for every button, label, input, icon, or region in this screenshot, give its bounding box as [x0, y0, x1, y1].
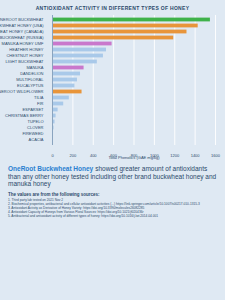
svg-text:CLOVER: CLOVER — [27, 125, 44, 130]
svg-text:FIR: FIR — [37, 101, 44, 106]
svg-text:EUCALYPTUS: EUCALYPTUS — [17, 83, 44, 88]
svg-text:1200: 1200 — [170, 153, 180, 158]
svg-text:CHRISTMAS BERRY: CHRISTMAS BERRY — [5, 113, 44, 118]
svg-text:1400: 1400 — [191, 153, 201, 158]
svg-text:HEATHER HONEY: HEATHER HONEY — [9, 47, 43, 52]
svg-text:1600: 1600 — [211, 153, 221, 158]
html-text:ANTIOXIDANT ACTIVITY IN DIFFER: ANTIOXIDANT ACTIVITY IN DIFFERENT TYPES … — [35, 5, 190, 11]
svg-text:200: 200 — [70, 153, 77, 158]
svg-text:0: 0 — [51, 153, 54, 158]
svg-text:TILIA: TILIA — [34, 95, 44, 100]
svg-text:400: 400 — [90, 153, 97, 158]
svg-text:CHESTNUT HONEY: CHESTNUT HONEY — [6, 53, 43, 58]
svg-text:TUPELO: TUPELO — [27, 119, 43, 124]
html-text:1. Third party lab tested on 2: 1. Third party lab tested on 2021 Nov 2 — [8, 197, 64, 202]
html-text:3. Antioxidant Activity as Der: 3. Antioxidant Activity as Derivative of… — [8, 205, 145, 210]
svg-text:FIREWEED: FIREWEED — [22, 131, 43, 136]
svg-text:DANDELION: DANDELION — [20, 71, 43, 76]
svg-text:ACACIA: ACACIA — [29, 137, 44, 142]
svg-text:BUCKWHEAT HONEY (USA): BUCKWHEAT HONEY (USA) — [0, 23, 44, 28]
svg-text:MANUKA HONEY UMF: MANUKA HONEY UMF — [2, 41, 44, 46]
html-text:5. Antibacterial and antioxida: 5. Antibacterial and antioxidant activit… — [8, 214, 158, 219]
svg-text:ESPARSET: ESPARSET — [22, 107, 44, 112]
html-text:The values are from the follow: The values are from the following source… — [8, 191, 100, 197]
svg-text:Total Phenolics (GAE mg/kg): Total Phenolics (GAE mg/kg) — [108, 155, 160, 160]
html-text:4. Antioxidant Capacity of Hon: 4. Antioxidant Capacity of Honeys from V… — [8, 210, 144, 215]
svg-text:BUCKWHEAT (RUSSIA): BUCKWHEAT (RUSSIA) — [0, 35, 44, 40]
svg-text:MULTIFLORAL: MULTIFLORAL — [16, 77, 44, 82]
svg-text:BUCKWHEAT HONEY (CANADA): BUCKWHEAT HONEY (CANADA) — [0, 29, 44, 34]
svg-text:MANUKA: MANUKA — [26, 65, 43, 70]
html-text:OneRoot Buckwheat Honey showed: OneRoot Buckwheat Honey showed greater a… — [8, 165, 217, 187]
svg-text:LIGHT BUCKWHEAT: LIGHT BUCKWHEAT — [5, 59, 44, 64]
svg-text:ONEROOT BUCKWHEAT: ONEROOT BUCKWHEAT — [0, 17, 44, 22]
svg-text:ONEROOT WILDFLOWER: ONEROOT WILDFLOWER — [0, 89, 44, 94]
html-text:2. Biochemical properties, ant: 2. Biochemical properties, antibacterial… — [8, 201, 200, 206]
